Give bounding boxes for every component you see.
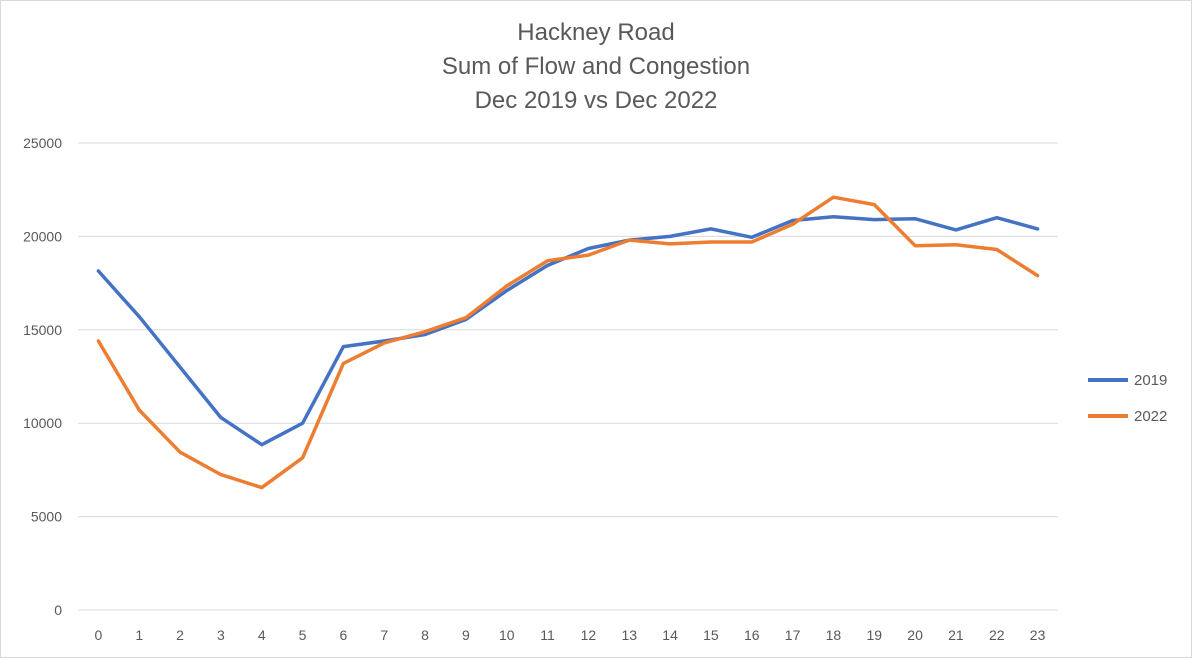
x-tick-label-9: 9 xyxy=(462,627,470,643)
x-tick-label-21: 21 xyxy=(948,627,964,643)
x-tick-label-20: 20 xyxy=(907,627,923,643)
legend-label-2019: 2019 xyxy=(1134,371,1168,389)
x-tick-label-8: 8 xyxy=(421,627,429,643)
x-tick-label-12: 12 xyxy=(581,627,597,643)
x-axis-tick-labels: 0 1 2 3 4 5 6 7 8 9 10 11 12 13 14 15 16 17 18 19 20 21 22 23 xyxy=(95,627,1046,643)
legend-swatch-2022 xyxy=(1088,414,1128,418)
y-axis-tick-labels: 0 5000 10000 15000 20000 25000 xyxy=(23,135,62,618)
series-lines xyxy=(96,195,1040,490)
x-tick-label-19: 19 xyxy=(866,627,882,643)
x-tick-label-10: 10 xyxy=(499,627,515,643)
x-tick-label-7: 7 xyxy=(380,627,388,643)
x-tick-label-13: 13 xyxy=(621,627,637,643)
x-tick-label-15: 15 xyxy=(703,627,719,643)
gridlines xyxy=(78,142,1058,611)
x-tick-label-23: 23 xyxy=(1030,627,1046,643)
chart-title-line-3: Dec 2019 vs Dec 2022 xyxy=(474,87,718,114)
x-tick-label-1: 1 xyxy=(135,627,143,643)
x-tick-label-6: 6 xyxy=(340,627,348,643)
x-tick-label-17: 17 xyxy=(785,627,801,643)
legend-item-2019: 2019 xyxy=(1088,362,1167,398)
chart-title-line-1: Hackney Road xyxy=(517,19,675,46)
legend-label-2022: 2022 xyxy=(1134,407,1168,425)
legend-item-2022: 2022 xyxy=(1088,398,1167,434)
y-tick-label-10000: 10000 xyxy=(23,415,62,431)
chart-title: Hackney Road Sum of Flow and Congestion … xyxy=(0,16,1192,118)
series-line-2019 xyxy=(96,215,1040,447)
x-tick-label-18: 18 xyxy=(826,627,842,643)
x-tick-label-22: 22 xyxy=(989,627,1005,643)
legend: 2019 2022 xyxy=(1088,362,1167,434)
x-tick-label-11: 11 xyxy=(540,627,555,643)
x-tick-label-0: 0 xyxy=(95,627,103,643)
y-tick-label-25000: 25000 xyxy=(23,135,62,151)
x-tick-label-2: 2 xyxy=(176,627,184,643)
x-tick-label-16: 16 xyxy=(744,627,760,643)
series-line-2022 xyxy=(96,195,1040,490)
y-tick-label-0: 0 xyxy=(54,602,62,618)
y-tick-label-5000: 5000 xyxy=(31,509,62,525)
x-tick-label-5: 5 xyxy=(299,627,307,643)
y-tick-label-20000: 20000 xyxy=(23,228,62,244)
chart-title-line-2: Sum of Flow and Congestion xyxy=(441,53,751,80)
x-tick-label-14: 14 xyxy=(662,627,678,643)
x-tick-label-4: 4 xyxy=(258,627,266,643)
y-tick-label-15000: 15000 xyxy=(23,322,62,338)
legend-swatch-2019 xyxy=(1088,378,1128,382)
x-tick-label-3: 3 xyxy=(217,627,225,643)
